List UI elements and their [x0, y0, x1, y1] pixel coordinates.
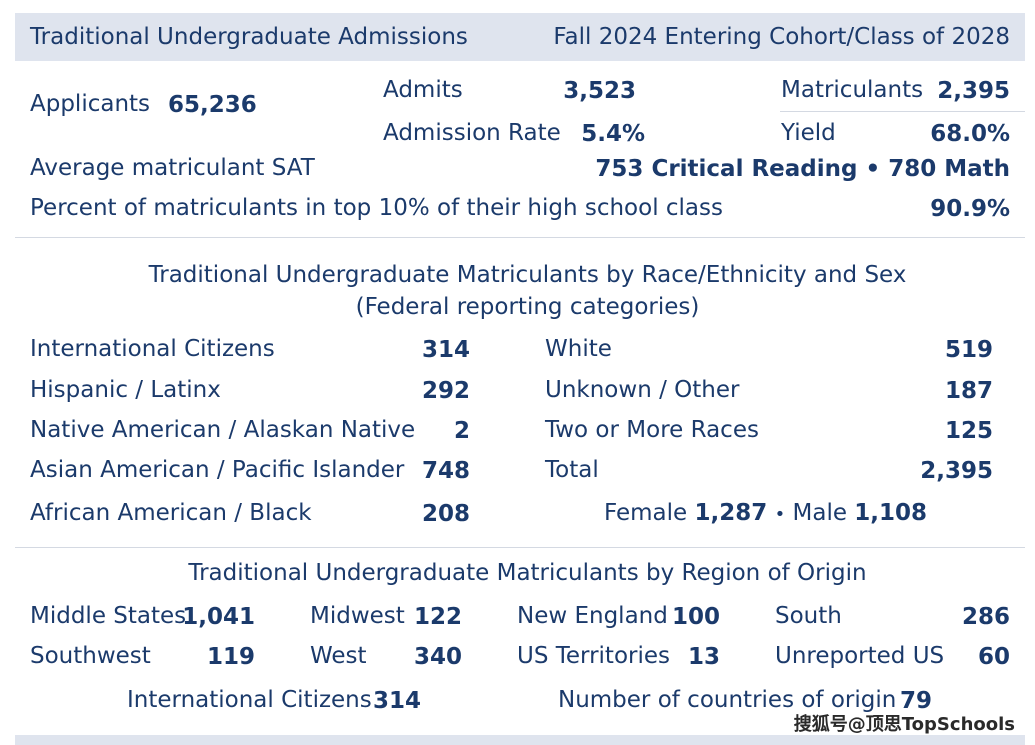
- region-value: 1,041: [182, 604, 255, 630]
- region-label: Southwest: [30, 643, 151, 669]
- race-right-value: 519: [944, 337, 993, 363]
- region-label: US Territories: [517, 643, 671, 669]
- matriculants-value: 2,395: [937, 78, 1010, 104]
- page-title: Traditional Undergraduate Admissions: [30, 24, 468, 50]
- top10-label: Percent of matriculants in top 10% of th…: [30, 195, 723, 221]
- admits-label: Admits: [383, 77, 463, 103]
- race-total-label: Total: [545, 457, 599, 483]
- section-divider: [15, 237, 1025, 238]
- region-section-title: Traditional Undergraduate Matriculants b…: [188, 560, 867, 586]
- race-left-value: 208: [421, 501, 470, 527]
- admits-value: 3,523: [563, 78, 636, 104]
- race-right-label: Two or More Races: [545, 417, 759, 443]
- race-right-label: Unknown / Other: [545, 377, 740, 403]
- female-value: 1,287: [694, 500, 768, 526]
- female-label: Female: [604, 500, 688, 526]
- international-label: International Citizens: [127, 687, 372, 713]
- region-label: West: [310, 643, 367, 669]
- international-value: 314: [373, 688, 422, 714]
- admission-rate-value: 5.4%: [581, 121, 645, 147]
- cohort-label: Fall 2024 Entering Cohort/Class of 2028: [553, 24, 1010, 50]
- countries-label: Number of countries of origin: [558, 687, 897, 713]
- race-right-label: White: [545, 336, 612, 362]
- applicants-value: 65,236: [168, 92, 257, 118]
- race-right-value: 125: [944, 418, 993, 444]
- race-left-value: 314: [421, 337, 470, 363]
- yield-value: 68.0%: [930, 121, 1010, 147]
- sex-separator: •: [774, 504, 786, 525]
- race-left-label: Hispanic / Latinx: [30, 377, 221, 403]
- race-left-value: 748: [421, 458, 470, 484]
- race-left-label: Asian American / Pacific Islander: [30, 457, 405, 483]
- region-label: Midwest: [310, 603, 405, 629]
- region-value: 119: [206, 644, 255, 670]
- watermark: 搜狐号@顶思TopSchools: [793, 714, 1015, 735]
- sat-value: 753 Critical Reading • 780 Math: [595, 156, 1010, 182]
- region-value: 13: [687, 644, 720, 670]
- region-label: South: [775, 603, 842, 629]
- sex-breakdown: Female 1,287 • Male 1,108: [604, 500, 927, 526]
- male-value: 1,108: [854, 500, 928, 526]
- top10-value: 90.9%: [930, 196, 1010, 222]
- race-total-value: 2,395: [920, 458, 993, 484]
- countries-value: 79: [900, 688, 933, 714]
- race-section-subtitle: (Federal reporting categories): [355, 294, 700, 320]
- race-left-label: International Citizens: [30, 336, 275, 362]
- summary-divider: [780, 111, 1025, 112]
- yield-label: Yield: [781, 120, 836, 146]
- matriculants-label: Matriculants: [781, 77, 924, 103]
- region-label: New England: [517, 603, 668, 629]
- region-value: 60: [977, 644, 1010, 670]
- applicants-label: Applicants: [30, 91, 151, 117]
- header-band: [15, 13, 1025, 61]
- race-left-label: Native American / Alaskan Native: [30, 417, 416, 443]
- race-right-value: 187: [944, 378, 993, 404]
- footer-band: [15, 735, 1025, 745]
- race-section-title: Traditional Undergraduate Matriculants b…: [148, 262, 907, 288]
- admission-rate-label: Admission Rate: [383, 120, 561, 146]
- region-value: 122: [413, 604, 462, 630]
- region-value: 286: [961, 604, 1010, 630]
- section-divider: [15, 547, 1025, 548]
- sat-label: Average matriculant SAT: [30, 155, 315, 181]
- race-left-label: African American / Black: [30, 500, 312, 526]
- race-left-value: 2: [453, 418, 470, 444]
- race-left-value: 292: [421, 378, 470, 404]
- region-label: Middle States: [30, 603, 187, 629]
- region-label: Unreported US: [775, 643, 945, 669]
- region-value: 100: [671, 604, 720, 630]
- region-value: 340: [413, 644, 462, 670]
- male-label: Male: [792, 500, 847, 526]
